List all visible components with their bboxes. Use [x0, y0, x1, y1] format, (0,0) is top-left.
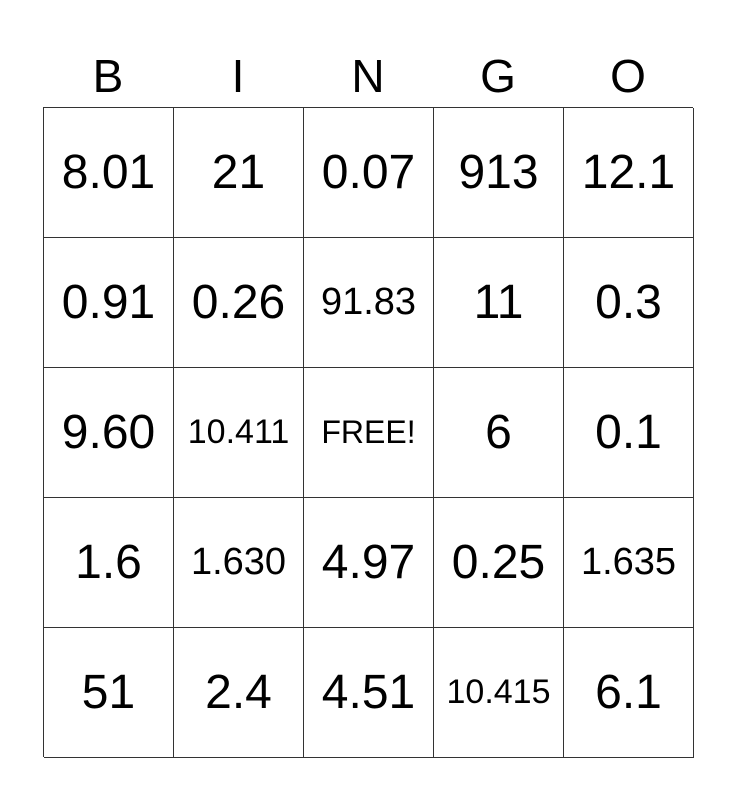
bingo-cell[interactable]: 4.51	[304, 628, 434, 758]
bingo-cell[interactable]: 91.83	[304, 238, 434, 368]
bingo-cell[interactable]: 10.411	[174, 368, 304, 498]
bingo-cell[interactable]: 51	[44, 628, 174, 758]
header-letter-g: G	[480, 50, 516, 102]
header-letter-o: O	[610, 50, 646, 102]
header-letter-i: I	[231, 50, 245, 102]
bingo-cell[interactable]: 0.07	[304, 108, 434, 238]
bingo-cell[interactable]: 1.630	[174, 498, 304, 628]
bingo-cell[interactable]: 1.635	[564, 498, 694, 628]
bingo-header: B I N G O	[43, 48, 693, 104]
bingo-cell[interactable]: 8.01	[44, 108, 174, 238]
bingo-cell[interactable]: 11	[434, 238, 564, 368]
free-space-cell[interactable]: FREE!	[304, 368, 434, 498]
bingo-cell[interactable]: 0.25	[434, 498, 564, 628]
bingo-cell[interactable]: 0.26	[174, 238, 304, 368]
bingo-cell[interactable]: 4.97	[304, 498, 434, 628]
bingo-cell[interactable]: 0.3	[564, 238, 694, 368]
bingo-cell[interactable]: 21	[174, 108, 304, 238]
bingo-cell[interactable]: 12.1	[564, 108, 694, 238]
header-letter-b: B	[92, 50, 124, 102]
bingo-cell[interactable]: 1.6	[44, 498, 174, 628]
bingo-cell[interactable]: 913	[434, 108, 564, 238]
bingo-cell[interactable]: 10.415	[434, 628, 564, 758]
bingo-cell[interactable]: 9.60	[44, 368, 174, 498]
bingo-cell[interactable]: 0.91	[44, 238, 174, 368]
bingo-cell[interactable]: 2.4	[174, 628, 304, 758]
bingo-cell[interactable]: 0.1	[564, 368, 694, 498]
bingo-cell[interactable]: 6	[434, 368, 564, 498]
bingo-grid: 8.01 21 0.07 913 12.1 0.91 0.26 91.83 11 0.3 9.60 1…	[43, 107, 694, 758]
bingo-cell[interactable]: 6.1	[564, 628, 694, 758]
header-letter-n: N	[351, 50, 385, 102]
